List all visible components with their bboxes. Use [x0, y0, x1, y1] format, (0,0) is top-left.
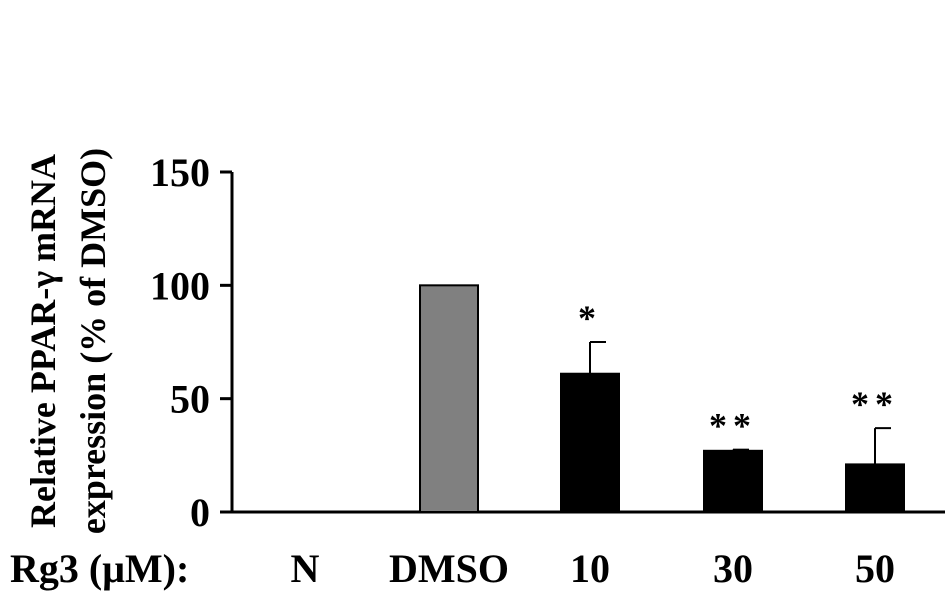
- y-axis-title: Relative PPAR-γ mRNA expression (% of DM…: [23, 148, 113, 534]
- significance-label: **: [709, 406, 757, 446]
- y-tick-label: 0: [190, 490, 210, 535]
- x-axis-prefix-label: Rg3 (μM):: [10, 546, 189, 591]
- bar: [703, 449, 763, 513]
- x-category-label: 30: [713, 546, 753, 591]
- y-axis-title-line2: expression (% of DMSO): [73, 148, 113, 534]
- y-tick-label: 150: [150, 150, 210, 195]
- bar: [419, 284, 479, 514]
- bar: [845, 463, 905, 513]
- y-tick-label: 50: [170, 377, 210, 422]
- significance-label: *: [578, 298, 602, 338]
- x-category-label: 50: [855, 546, 895, 591]
- y-tick-label: 100: [150, 263, 210, 308]
- x-category-label: 10: [570, 546, 610, 591]
- x-category-label: DMSO: [389, 546, 509, 591]
- y-axis-title-line1: Relative PPAR-γ mRNA: [23, 154, 63, 528]
- x-category-label: N: [291, 546, 320, 591]
- plot-area: 0 50 100 150 N DMSO * 10 ** 30 ** 50: [150, 150, 945, 591]
- significance-label: **: [851, 384, 899, 424]
- bar: [560, 372, 620, 513]
